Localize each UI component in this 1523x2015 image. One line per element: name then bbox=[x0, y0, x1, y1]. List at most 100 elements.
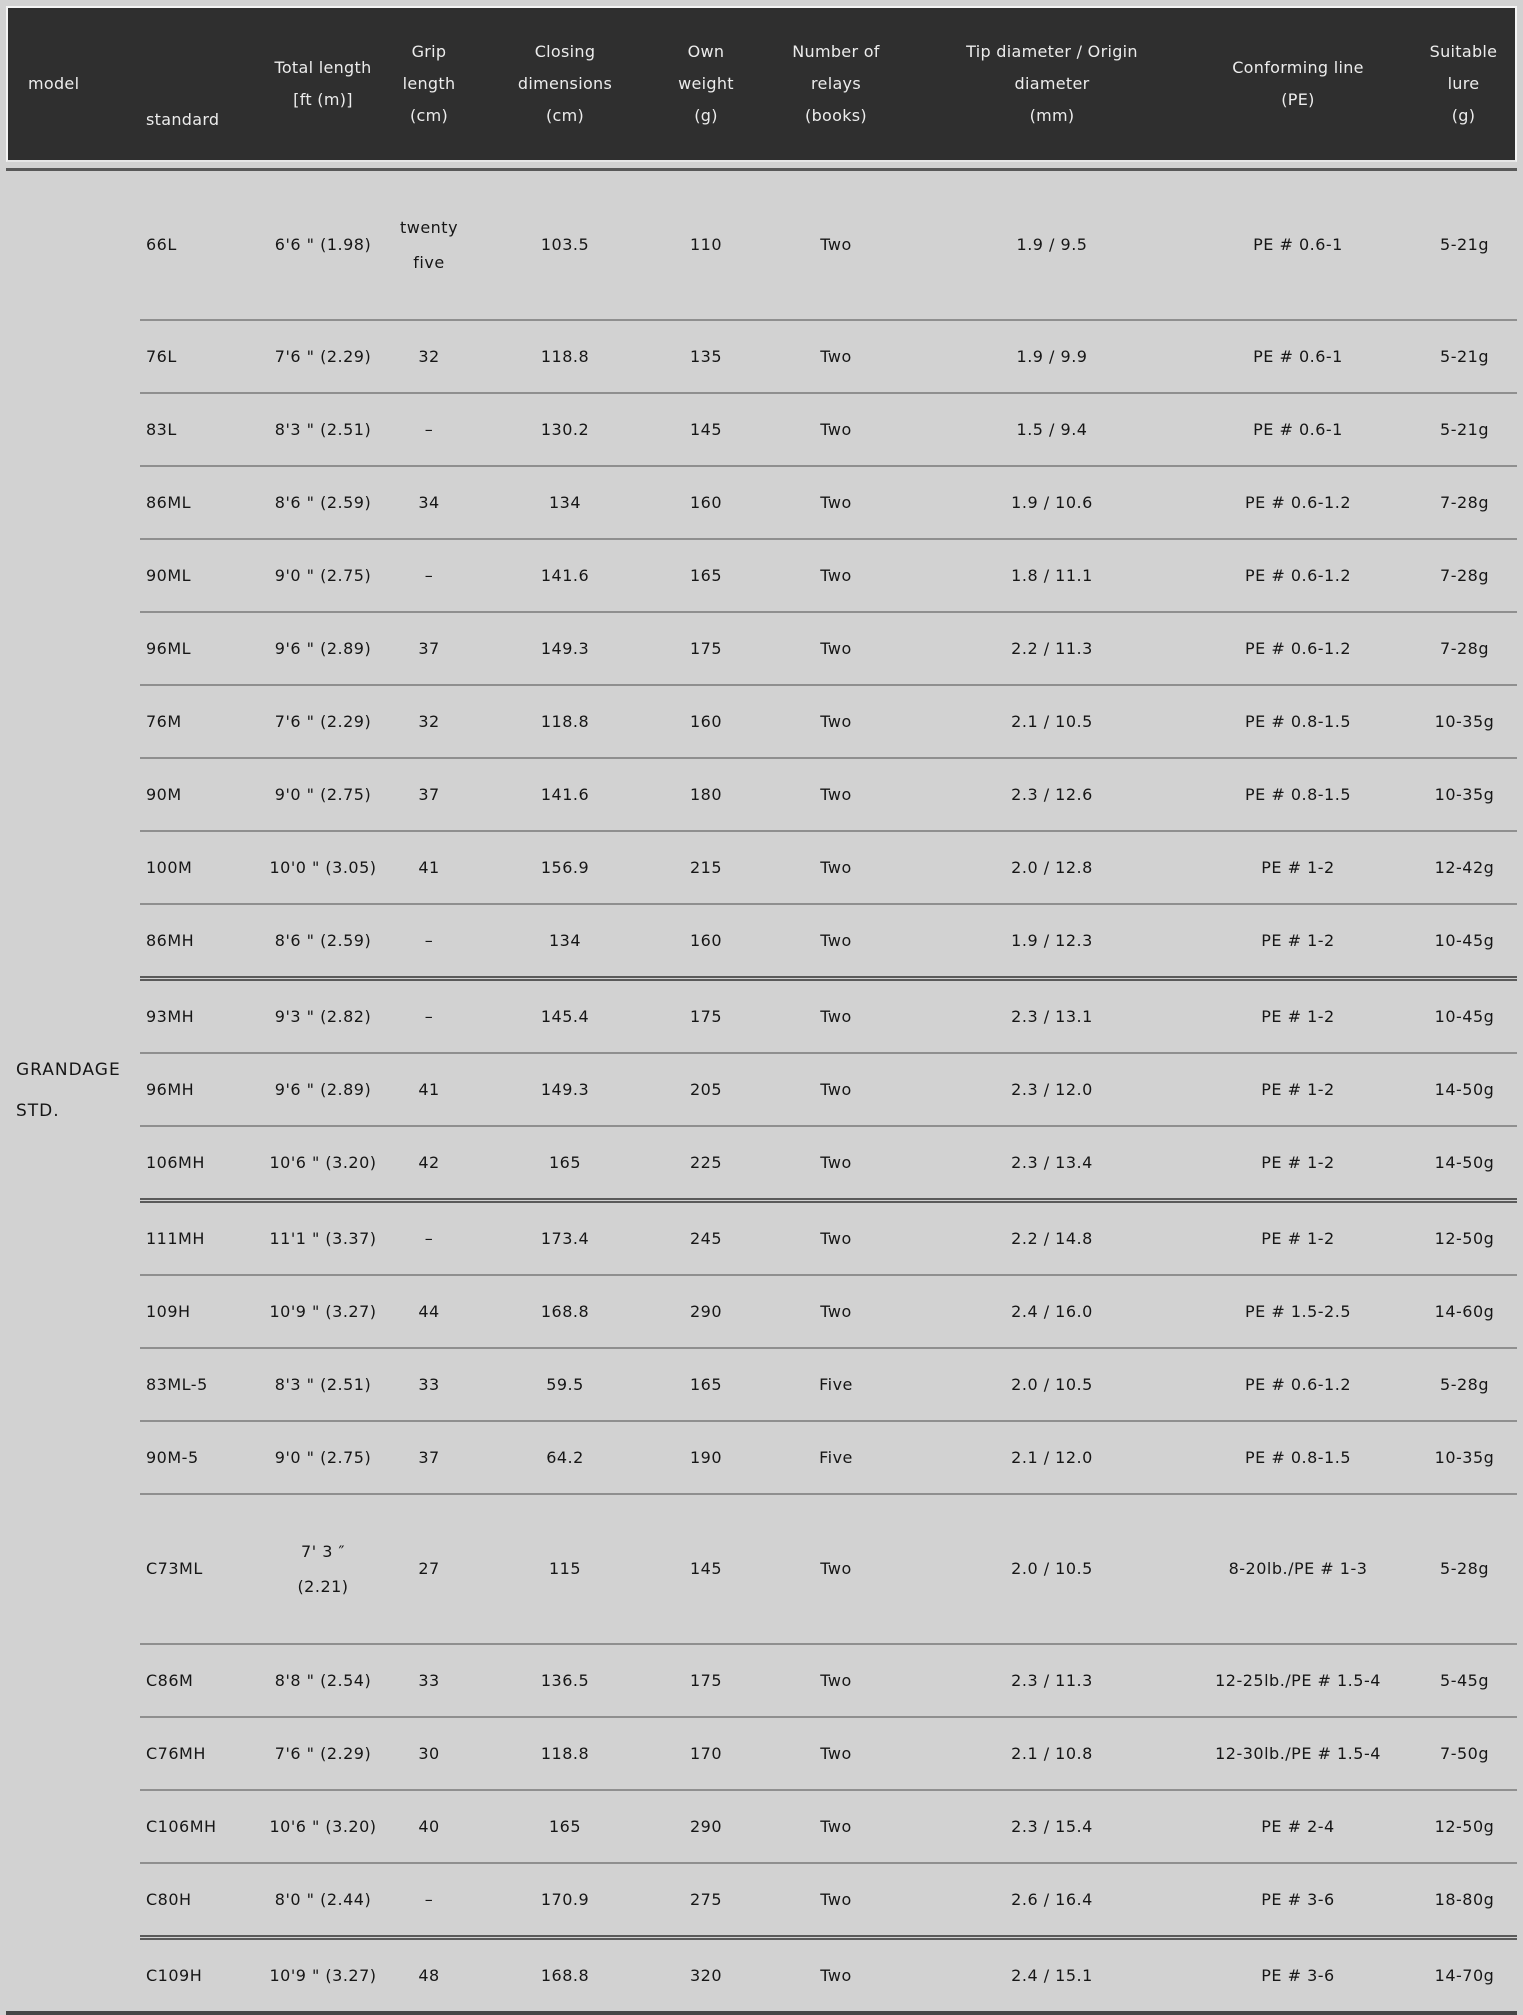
cell-own-weight: 320 bbox=[660, 1940, 752, 2015]
cell-total-length: 11'1 " (3.37) bbox=[258, 1203, 388, 1276]
cell-model-code: 90M bbox=[140, 759, 258, 832]
spec-row: 111MH 11'1 " (3.37) –173.4 245 Two 2.2 / 14.8… bbox=[6, 1203, 1517, 1276]
cell-tip-origin-diameter: 1.5 / 9.4 bbox=[920, 394, 1184, 467]
cell-total-length: 8'6 " (2.59) bbox=[258, 905, 388, 981]
cell-grip-length: 42 bbox=[388, 1127, 470, 1203]
cell-conforming-line: PE # 2-4 bbox=[1184, 1791, 1412, 1864]
cell-tip-origin-diameter: 2.3 / 11.3 bbox=[920, 1645, 1184, 1718]
cell-conforming-line: PE # 0.6-1 bbox=[1184, 171, 1412, 321]
cell-grip-length: 27 bbox=[388, 1495, 470, 1645]
column-header-relays: Number of relays (books) bbox=[752, 6, 920, 162]
column-header-total: Total length [ft (m)] bbox=[258, 6, 388, 162]
header-divider bbox=[6, 162, 1517, 171]
cell-total-length: 7'6 " (2.29) bbox=[258, 686, 388, 759]
cell-own-weight: 245 bbox=[660, 1203, 752, 1276]
cell-suitable-lure: 14-70g bbox=[1412, 1940, 1517, 2015]
cell-grip-length: – bbox=[388, 1864, 470, 1940]
cell-grip-length: 30 bbox=[388, 1718, 470, 1791]
cell-closing-dimensions: 149.3 bbox=[470, 613, 660, 686]
cell-tip-origin-diameter: 1.8 / 11.1 bbox=[920, 540, 1184, 613]
spec-row: 106MH 10'6 " (3.20) 42 165 225 Two 2.3 / 13.4 P… bbox=[6, 1127, 1517, 1203]
cell-relay-count: Two bbox=[752, 467, 920, 540]
spec-row: C80H 8'0 " (2.44) –170.9 275 Two 2.6 / 16.4 PE… bbox=[6, 1864, 1517, 1940]
cell-model-code: 93MH bbox=[140, 981, 258, 1054]
spec-row: 96ML 9'6 " (2.89) 37 149.3 175 Two 2.2 / 11.3 P… bbox=[6, 613, 1517, 686]
cell-suitable-lure: 10-35g bbox=[1412, 759, 1517, 832]
cell-model-code: C109H bbox=[140, 1940, 258, 2015]
cell-grip-length: 37 bbox=[388, 613, 470, 686]
cell-tip-origin-diameter: 1.9 / 12.3 bbox=[920, 905, 1184, 981]
cell-grip-length: – bbox=[388, 905, 470, 981]
cell-grip-length: 37 bbox=[388, 759, 470, 832]
cell-closing-dimensions: 173.4 bbox=[470, 1203, 660, 1276]
cell-own-weight: 160 bbox=[660, 905, 752, 981]
cell-closing-dimensions: 103.5 bbox=[470, 171, 660, 321]
cell-suitable-lure: 12-42g bbox=[1412, 832, 1517, 905]
cell-suitable-lure: 5-45g bbox=[1412, 1645, 1517, 1718]
cell-model-code: 86MH bbox=[140, 905, 258, 981]
cell-suitable-lure: 5-28g bbox=[1412, 1349, 1517, 1422]
cell-tip-origin-diameter: 2.0 / 10.5 bbox=[920, 1495, 1184, 1645]
cell-model-code: 66L bbox=[140, 171, 258, 321]
cell-conforming-line: PE # 0.6-1.2 bbox=[1184, 1349, 1412, 1422]
cell-relay-count: Two bbox=[752, 1718, 920, 1791]
cell-tip-origin-diameter: 1.9 / 10.6 bbox=[920, 467, 1184, 540]
cell-own-weight: 160 bbox=[660, 686, 752, 759]
cell-relay-count: Five bbox=[752, 1422, 920, 1495]
cell-grip-length: 32 bbox=[388, 686, 470, 759]
cell-tip-origin-diameter: 2.1 / 10.5 bbox=[920, 686, 1184, 759]
cell-conforming-line: PE # 3-6 bbox=[1184, 1864, 1412, 1940]
cell-suitable-lure: 5-21g bbox=[1412, 394, 1517, 467]
cell-own-weight: 215 bbox=[660, 832, 752, 905]
cell-suitable-lure: 10-35g bbox=[1412, 686, 1517, 759]
cell-relay-count: Two bbox=[752, 1054, 920, 1127]
cell-tip-origin-diameter: 2.3 / 15.4 bbox=[920, 1791, 1184, 1864]
cell-closing-dimensions: 115 bbox=[470, 1495, 660, 1645]
table-header: model standard Total length [ft (m)] Grip l… bbox=[6, 6, 1517, 171]
spec-row: 86ML 8'6 " (2.59) 34 134 160 Two 1.9 / 10.6 PE … bbox=[6, 467, 1517, 540]
rod-spec-table: model standard Total length [ft (m)] Grip l… bbox=[6, 6, 1517, 2015]
cell-relay-count: Two bbox=[752, 686, 920, 759]
column-header-weight: Own weight (g) bbox=[660, 6, 752, 162]
spec-row: C106MH 10'6 " (3.20) 40 165 290 Two 2.3 / 15.4… bbox=[6, 1791, 1517, 1864]
cell-closing-dimensions: 134 bbox=[470, 905, 660, 981]
column-header-closing: Closing dimensions (cm) bbox=[470, 6, 660, 162]
cell-conforming-line: PE # 0.6-1.2 bbox=[1184, 540, 1412, 613]
cell-grip-length: twenty five bbox=[388, 171, 470, 321]
cell-closing-dimensions: 136.5 bbox=[470, 1645, 660, 1718]
cell-suitable-lure: 10-35g bbox=[1412, 1422, 1517, 1495]
cell-own-weight: 165 bbox=[660, 1349, 752, 1422]
cell-tip-origin-diameter: 1.9 / 9.9 bbox=[920, 321, 1184, 394]
cell-tip-origin-diameter: 2.0 / 10.5 bbox=[920, 1349, 1184, 1422]
cell-model-code: C76MH bbox=[140, 1718, 258, 1791]
cell-own-weight: 175 bbox=[660, 613, 752, 686]
cell-model-code: 83ML-5 bbox=[140, 1349, 258, 1422]
cell-suitable-lure: 14-50g bbox=[1412, 1054, 1517, 1127]
cell-suitable-lure: 7-28g bbox=[1412, 540, 1517, 613]
cell-conforming-line: PE # 1-2 bbox=[1184, 905, 1412, 981]
header-divider-row bbox=[6, 162, 1517, 171]
cell-model-code: 76L bbox=[140, 321, 258, 394]
cell-total-length: 7'6 " (2.29) bbox=[258, 1718, 388, 1791]
cell-conforming-line: PE # 0.6-1 bbox=[1184, 321, 1412, 394]
cell-suitable-lure: 5-21g bbox=[1412, 171, 1517, 321]
cell-relay-count: Two bbox=[752, 171, 920, 321]
cell-closing-dimensions: 170.9 bbox=[470, 1864, 660, 1940]
cell-total-length: 10'6 " (3.20) bbox=[258, 1127, 388, 1203]
spec-row: 90ML 9'0 " (2.75) –141.6 165 Two 1.8 / 11.1 PE… bbox=[6, 540, 1517, 613]
cell-model-code: C73ML bbox=[140, 1495, 258, 1645]
cell-relay-count: Two bbox=[752, 981, 920, 1054]
cell-own-weight: 190 bbox=[660, 1422, 752, 1495]
spec-row: 100M 10'0 " (3.05) 41 156.9 215 Two 2.0 / 12.8… bbox=[6, 832, 1517, 905]
cell-total-length: 8'0 " (2.44) bbox=[258, 1864, 388, 1940]
spec-row: C76MH 7'6 " (2.29) 30 118.8 170 Two 2.1 / 10.8… bbox=[6, 1718, 1517, 1791]
model-group-label: GRANDAGE STD. bbox=[6, 171, 140, 2015]
header-row: model standard Total length [ft (m)] Grip l… bbox=[6, 6, 1517, 162]
cell-relay-count: Two bbox=[752, 905, 920, 981]
cell-model-code: 100M bbox=[140, 832, 258, 905]
cell-tip-origin-diameter: 2.6 / 16.4 bbox=[920, 1864, 1184, 1940]
cell-conforming-line: PE # 1-2 bbox=[1184, 1054, 1412, 1127]
cell-conforming-line: PE # 1-2 bbox=[1184, 1127, 1412, 1203]
spec-row: 86MH 8'6 " (2.59) –134 160 Two 1.9 / 12.3 PE #… bbox=[6, 905, 1517, 981]
cell-grip-length: 34 bbox=[388, 467, 470, 540]
